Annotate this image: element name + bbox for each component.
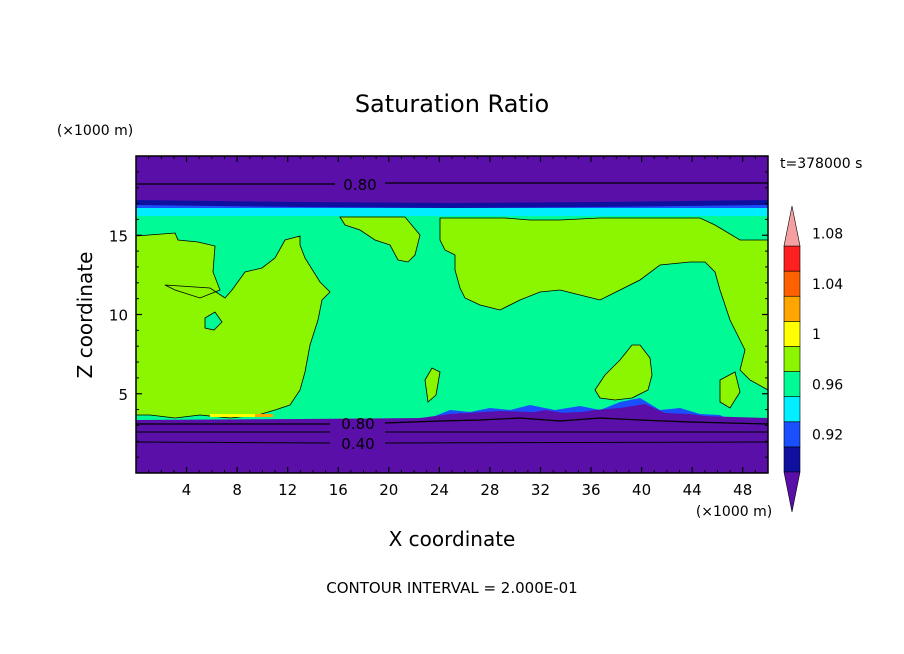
x-tick-label: 12	[278, 481, 297, 499]
y-axis-label: Z coordinate	[73, 252, 97, 379]
contour-line-upper	[136, 182, 768, 185]
x-tick-label: 48	[733, 481, 752, 499]
x-axis-units: (×1000 m)	[696, 504, 772, 520]
colorbar: 0.92 0.96 1 1.04 1.08	[783, 205, 843, 513]
x-tick-label: 40	[632, 481, 651, 499]
chart-title: Saturation Ratio	[355, 90, 549, 118]
colorbar-label: 1.08	[812, 227, 843, 243]
x-tick-label: 28	[480, 481, 499, 499]
colorbar-min-cap	[783, 471, 801, 513]
contour-label-lower-1: 0.80	[341, 415, 374, 433]
colorbar-label: 1.04	[812, 277, 843, 293]
colorbar-max-cap	[783, 205, 801, 247]
y-tick-label: 5	[118, 386, 128, 404]
x-tick-label: 20	[379, 481, 398, 499]
x-tick-label: 36	[581, 481, 600, 499]
contour-label-lower-2: 0.40	[341, 435, 374, 453]
green-patch-small-2	[719, 371, 741, 409]
contour-line-lower-1	[136, 417, 768, 425]
upper-gradient-band-3	[136, 208, 768, 216]
y-axis: 5 10 15	[109, 171, 768, 458]
y-axis-units: (×1000 m)	[57, 123, 133, 139]
colorbar-swatch	[783, 321, 801, 347]
upper-dry-band	[136, 156, 768, 208]
y-tick-label: 15	[109, 227, 128, 245]
moist-streak-2	[255, 414, 273, 417]
contour-field: 0.80 0.80 0.40	[136, 156, 768, 473]
x-tick-label: 32	[531, 481, 550, 499]
colorbar-swatch	[783, 270, 801, 297]
colorbar-label: 0.92	[812, 428, 843, 444]
green-patch-top	[339, 216, 421, 263]
colorbar-label: 1	[812, 327, 821, 343]
x-tick-label: 4	[182, 481, 192, 499]
colorbar-swatch	[783, 446, 801, 473]
moist-streak-1	[210, 414, 255, 417]
y-tick-label: 10	[109, 307, 128, 325]
green-region-right	[439, 217, 768, 391]
colorbar-label: 0.96	[812, 377, 843, 393]
green-patch-small-1	[424, 367, 441, 403]
contour-line-lower-3	[136, 441, 768, 444]
x-tick-label: 24	[430, 481, 449, 499]
green-patch-lower	[594, 344, 653, 401]
x-tick-label: 44	[683, 481, 702, 499]
colorbar-swatch	[783, 295, 801, 322]
colorbar-swatch	[783, 371, 801, 397]
lower-dry-band	[136, 410, 768, 473]
colorbar-swatch	[783, 346, 801, 372]
contour-interval-note: CONTOUR INTERVAL = 2.000E-01	[326, 579, 577, 597]
x-tick-label: 16	[329, 481, 348, 499]
colorbar-swatch	[783, 245, 801, 272]
x-axis-label: X coordinate	[389, 527, 516, 551]
x-tick-label: 8	[232, 481, 242, 499]
colorbar-swatch	[783, 396, 801, 423]
colorbar-swatch	[783, 421, 801, 448]
contour-label-upper: 0.80	[343, 176, 376, 194]
moist-hole-left	[204, 311, 223, 331]
time-label: t=378000 s	[780, 156, 862, 172]
x-axis: 4 8 12 16 20 24 28 32 36 40 44 48	[148, 156, 756, 499]
